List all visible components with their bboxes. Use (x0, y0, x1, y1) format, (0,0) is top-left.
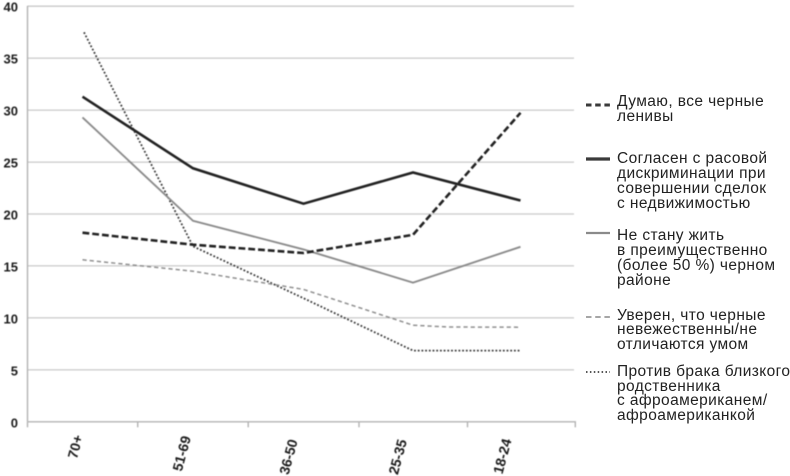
svg-text:70+: 70+ (64, 433, 86, 460)
svg-text:20: 20 (4, 208, 18, 223)
svg-text:30: 30 (4, 104, 18, 119)
svg-text:51-69: 51-69 (169, 434, 194, 473)
svg-text:25: 25 (4, 156, 18, 171)
svg-text:0: 0 (11, 415, 18, 430)
svg-text:15: 15 (4, 259, 18, 274)
svg-text:40: 40 (4, 0, 18, 15)
svg-text:10: 10 (4, 311, 18, 326)
svg-text:18-24: 18-24 (490, 437, 515, 476)
svg-text:25-35: 25-35 (385, 437, 410, 476)
svg-text:35: 35 (4, 52, 18, 67)
svg-text:36-50: 36-50 (276, 437, 301, 476)
svg-text:5: 5 (11, 363, 18, 378)
